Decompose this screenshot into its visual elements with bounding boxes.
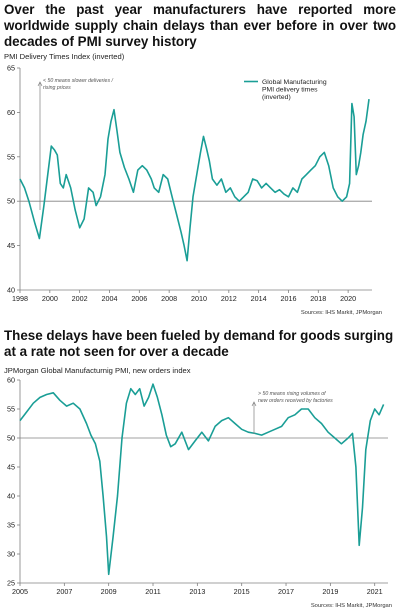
- y-tick-label: 65: [7, 64, 15, 73]
- annotation-text: new orders received by factories: [258, 398, 333, 404]
- x-tick-label: 2010: [191, 294, 207, 303]
- chart1-title: PMI Delivery Times Index (inverted): [4, 52, 125, 61]
- chart2-title: JPMorgan Global Manufacturnig PMI, new o…: [4, 366, 191, 375]
- series-line: [19, 383, 385, 576]
- x-tick-label: 1998: [12, 294, 28, 303]
- x-tick-label: 2012: [221, 294, 237, 303]
- x-tick-label: 2018: [310, 294, 326, 303]
- annotation-text: rising prices: [43, 85, 71, 91]
- y-tick-label: 25: [7, 579, 15, 588]
- series-line: [19, 98, 370, 262]
- x-tick-label: 2015: [234, 587, 250, 596]
- y-tick-label: 40: [7, 286, 15, 295]
- y-tick-label: 55: [7, 405, 15, 414]
- x-tick-label: 2008: [161, 294, 177, 303]
- y-tick-label: 35: [7, 521, 15, 530]
- legend-label: PMI delivery times: [262, 87, 318, 94]
- y-tick-label: 50: [7, 197, 15, 206]
- y-tick-label: 45: [7, 241, 15, 250]
- x-tick-label: 2021: [367, 587, 383, 596]
- y-tick-label: 60: [7, 108, 15, 117]
- y-tick-label: 50: [7, 434, 15, 443]
- y-tick-label: 55: [7, 152, 15, 161]
- delivery-times-chart: 40 45 50 55 60 65 1998 2000 2002 2004 2006 2008 2010…: [7, 64, 372, 303]
- x-tick-label: 2000: [42, 294, 58, 303]
- y-tick-label: 40: [7, 492, 15, 501]
- annotation-text: > 50 means rising volumes of: [258, 391, 326, 397]
- x-tick-label: 2002: [72, 294, 88, 303]
- x-tick-label: 2014: [251, 294, 267, 303]
- annotation-arrow-head: [37, 81, 43, 87]
- x-tick-label: 2017: [278, 587, 294, 596]
- annotation-text: < 50 means slower deliveries /: [43, 78, 113, 84]
- y-tick-label: 30: [7, 550, 15, 559]
- x-tick-label: 2016: [280, 294, 296, 303]
- chart1-heading: Over the past year manufacturers have re…: [4, 2, 396, 49]
- x-tick-label: 2007: [56, 587, 72, 596]
- legend-label: (inverted): [262, 94, 291, 101]
- x-tick-label: 2019: [322, 587, 338, 596]
- x-tick-label: 2013: [189, 587, 205, 596]
- new-orders-chart: 25 30 35 40 45 50 55 60 2005 2007 2009 2011 2013 2015…: [7, 376, 388, 596]
- legend-label: Global Manufacturing: [262, 79, 327, 86]
- x-tick-label: 2020: [340, 294, 356, 303]
- x-tick-label: 2004: [101, 294, 117, 303]
- y-tick-label: 45: [7, 463, 15, 472]
- chart2-source: Sources: IHS Markit, JPMorgan: [310, 603, 392, 609]
- annotation-arrow-head: [251, 401, 257, 407]
- x-tick-label: 2011: [145, 587, 160, 596]
- chart2-heading: These delays have been fueled by demand …: [4, 328, 394, 359]
- y-tick-label: 60: [7, 376, 15, 385]
- x-tick-label: 2009: [101, 587, 117, 596]
- chart1-source: Sources: IHS Markit, JPMorgan: [300, 310, 382, 316]
- x-tick-label: 2006: [131, 294, 147, 303]
- x-tick-label: 2005: [12, 587, 28, 596]
